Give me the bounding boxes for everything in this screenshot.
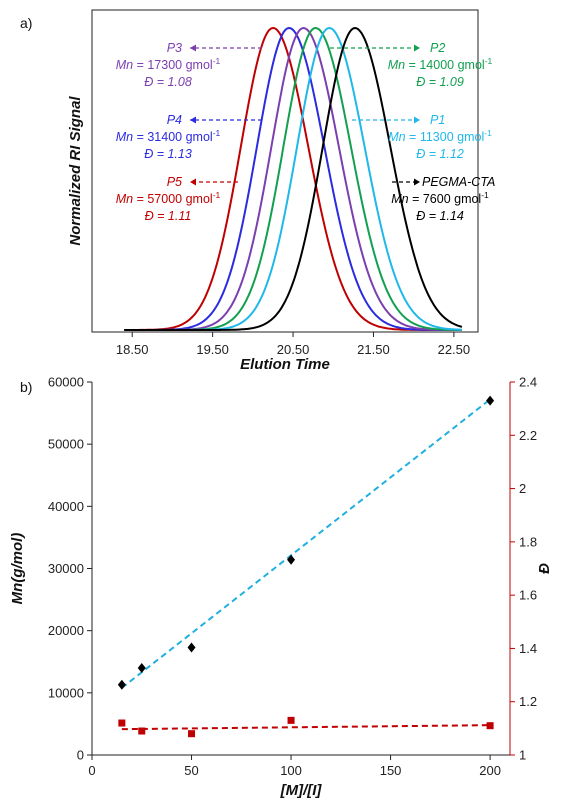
- x-tick-label: 18.50: [116, 342, 149, 357]
- y-tick-label: 0: [77, 748, 84, 763]
- dispersity-value: Đ = 1.09: [416, 75, 464, 89]
- arrow-head: [414, 178, 420, 186]
- panel-b: b) 0 10000 20000 30000 40000 50000 60000 1 1.2 1.4…: [9, 375, 553, 800]
- mn-point: [187, 642, 196, 653]
- x-tick-label: 50: [184, 763, 198, 778]
- y-axis-title: Mn(g/mol): [9, 533, 26, 605]
- x-tick-label: 20.50: [277, 342, 310, 357]
- y2-tick-label: 1: [519, 748, 526, 763]
- fit-line-right: [121, 724, 491, 731]
- trace-pegma-cta: [124, 26, 463, 331]
- sample-name: P4: [167, 113, 182, 127]
- mn-value: Mn = 17300 gmol-1: [116, 56, 221, 72]
- y-tick-label: 20000: [48, 623, 84, 638]
- arrow-head: [190, 44, 196, 52]
- sample-name: P5: [167, 175, 182, 189]
- dispersity-value: Đ = 1.13: [144, 147, 192, 161]
- dispersity-point: [287, 716, 295, 724]
- dispersity-value: Đ = 1.11: [145, 209, 192, 223]
- x-tick-label: 200: [479, 763, 501, 778]
- x-tick-label: 150: [380, 763, 402, 778]
- dispersity-point: [188, 730, 196, 738]
- arrow-head: [190, 116, 196, 124]
- x-tick-label: 21.50: [357, 342, 390, 357]
- mn-value: Mn = 31400 gmol-1: [116, 128, 221, 144]
- panel-a-label: a): [20, 15, 32, 31]
- dispersity-point: [118, 719, 126, 727]
- dispersity-value: Đ = 1.08: [144, 75, 192, 89]
- arrow-head: [414, 44, 420, 52]
- y-tick-label: 60000: [48, 375, 84, 390]
- y2-tick-label: 1.6: [519, 588, 537, 603]
- mn-value: Mn = 14000 gmol-1: [388, 56, 493, 72]
- sample-name: P1: [430, 113, 445, 127]
- sample-name: P2: [430, 41, 445, 55]
- y-tick-label: 40000: [48, 499, 84, 514]
- y2-tick-label: 1.4: [519, 641, 537, 656]
- x-tick-label: 100: [280, 763, 302, 778]
- x-tick-label: 0: [88, 763, 95, 778]
- x-tick-label: 19.50: [196, 342, 229, 357]
- y-tick-label: 50000: [48, 437, 84, 452]
- mn-value: Mn = 11300 gmol-1: [388, 128, 492, 144]
- trace-p5: [124, 26, 462, 331]
- fit-line-left: [121, 398, 491, 689]
- arrow-head: [190, 178, 196, 186]
- mn-point: [137, 662, 146, 673]
- mn-point: [486, 395, 495, 406]
- dispersity-point: [138, 727, 146, 735]
- y-tick-label: 30000: [48, 561, 84, 576]
- y2-tick-label: 1.8: [519, 534, 537, 549]
- dispersity-value: Đ = 1.14: [416, 209, 464, 223]
- sample-name: PEGMA-CTA: [422, 175, 495, 189]
- panel-a-frame: [91, 9, 479, 333]
- dispersity-value: Đ = 1.12: [416, 147, 464, 161]
- x-tick-label: 22.50: [438, 342, 471, 357]
- panel-b-label: b): [20, 379, 32, 395]
- y-tick-label: 10000: [48, 685, 84, 700]
- x-axis-title: Elution Time: [240, 356, 330, 373]
- mn-value: Mn = 7600 gmol-1: [391, 190, 489, 206]
- y2-tick-label: 2: [519, 481, 526, 496]
- mn-value: Mn = 57000 gmol-1: [116, 190, 221, 206]
- sample-name: P3: [167, 41, 182, 55]
- mn-point: [287, 554, 296, 565]
- dispersity-point: [486, 722, 494, 730]
- arrow-head: [414, 116, 420, 124]
- x-axis-title: [M]/[I]: [280, 782, 323, 799]
- mn-point: [117, 679, 126, 690]
- y2-tick-label: 2.4: [519, 375, 537, 390]
- y-axis-title: Normalized RI Signal: [67, 96, 84, 246]
- y2-tick-label: 2.2: [519, 428, 537, 443]
- y2-axis-title: Đ: [536, 563, 553, 574]
- y2-tick-label: 1.2: [519, 694, 537, 709]
- panel-a: a) 18.50 19.50 20.50 21.50 22.50 Elution Time N…: [20, 9, 495, 373]
